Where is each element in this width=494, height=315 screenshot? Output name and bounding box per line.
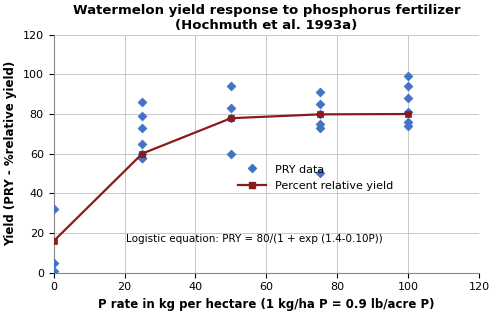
Point [138, 141, 146, 146]
Point [316, 125, 324, 130]
Text: Logistic equation: PRY = 80/(1 + exp (1.4-0.10P)): Logistic equation: PRY = 80/(1 + exp (1.… [126, 234, 383, 244]
Point [316, 171, 324, 176]
Title: Watermelon yield response to phosphorus fertilizer
(Hochmuth et al. 1993a): Watermelon yield response to phosphorus … [73, 4, 460, 32]
Point [49, 260, 57, 265]
Point [405, 119, 412, 124]
Point [138, 155, 146, 160]
Point [138, 151, 146, 156]
Point [227, 84, 235, 89]
Point [316, 90, 324, 95]
Point [405, 84, 412, 89]
Point [49, 207, 57, 212]
Point [316, 112, 324, 117]
Point [316, 121, 324, 126]
X-axis label: P rate in kg per hectare (1 kg/ha P = 0.9 lb/acre P): P rate in kg per hectare (1 kg/ha P = 0.… [98, 298, 435, 311]
Point [405, 110, 412, 115]
Point [405, 123, 412, 129]
Legend: PRY data, Percent relative yield: PRY data, Percent relative yield [238, 164, 393, 191]
Point [227, 151, 235, 156]
Point [138, 125, 146, 130]
Point [405, 96, 412, 101]
Y-axis label: Yield (PRY - %relative yield): Yield (PRY - %relative yield) [4, 61, 17, 246]
Point [227, 106, 235, 111]
Point [49, 268, 57, 273]
Point [138, 100, 146, 105]
Point [227, 115, 235, 120]
Point [138, 113, 146, 118]
Point [138, 155, 146, 160]
Point [316, 101, 324, 106]
Point [405, 74, 412, 79]
